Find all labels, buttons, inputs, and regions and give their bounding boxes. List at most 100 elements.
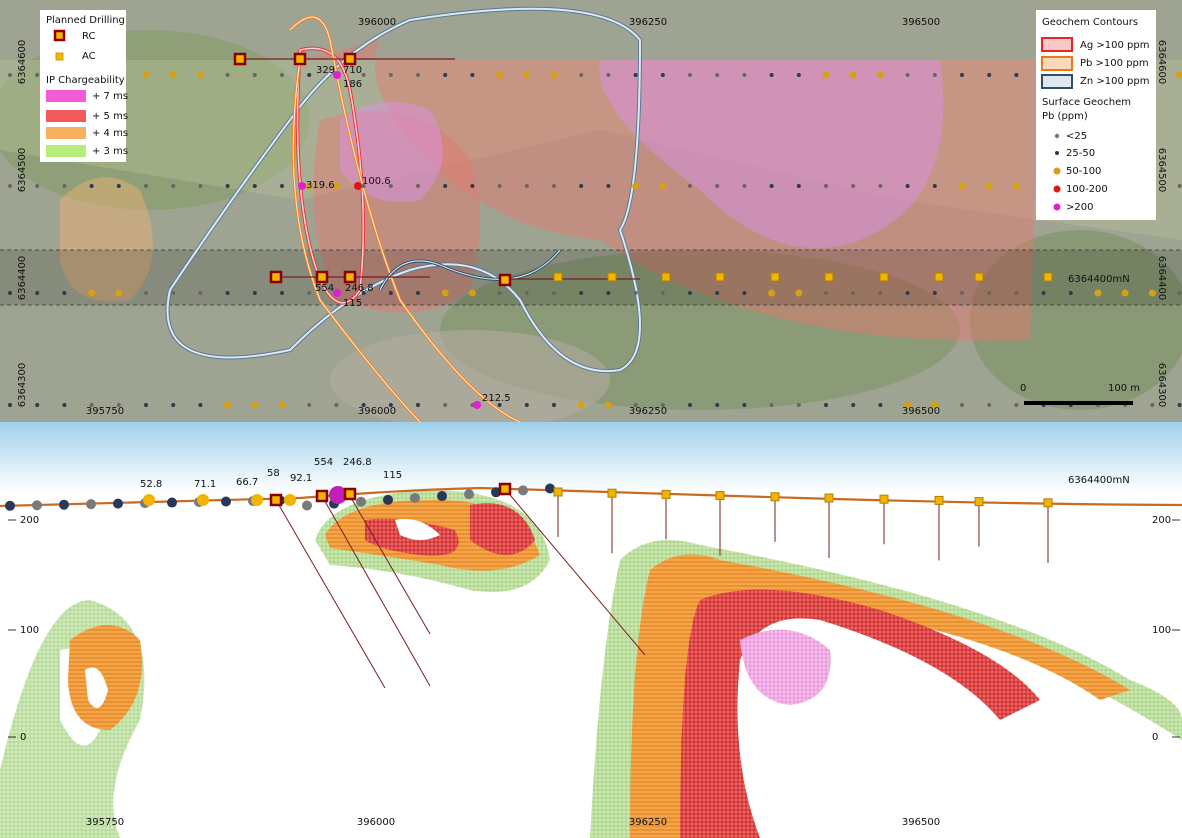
- rc-hole: [498, 273, 512, 287]
- sample-dot: [552, 403, 556, 407]
- northing-label: 6364500: [1156, 148, 1167, 193]
- sample-dot: [298, 182, 306, 190]
- sample-dot: [824, 403, 828, 407]
- sample-dot: [796, 184, 801, 188]
- sample-dot: [144, 291, 148, 295]
- easting-label: 395750: [86, 817, 124, 828]
- rc-hole: [498, 482, 512, 496]
- sample-dot: [388, 73, 393, 77]
- section-sample: [5, 500, 15, 511]
- sample-dot: [334, 403, 339, 407]
- sample-dot: [252, 73, 257, 77]
- sample-dot: [388, 291, 393, 295]
- sample-label: 66.7: [236, 477, 258, 488]
- sample-dot: [851, 403, 856, 407]
- ac-hole: [934, 272, 944, 282]
- ac-hole: [661, 489, 671, 499]
- sample-label: 115: [383, 470, 402, 481]
- sample-dot: [851, 291, 856, 295]
- sample-dot: [960, 73, 964, 77]
- sample-dot: [987, 291, 992, 295]
- ac-hole: [879, 272, 889, 282]
- legend-item: 100-200: [1066, 184, 1108, 195]
- sample-dot: [388, 403, 393, 407]
- sample-dot: [742, 184, 747, 188]
- ac-hole: [770, 272, 780, 282]
- planned-holes: [233, 52, 1053, 287]
- legend-item: Zn >100 ppm: [1080, 76, 1149, 87]
- sample-dot: [88, 289, 96, 297]
- sample-dot: [307, 73, 312, 77]
- sample-label: 246.8: [345, 283, 374, 294]
- legend-title: Surface Geochem: [1042, 97, 1131, 108]
- ac-hole: [553, 487, 563, 497]
- sample-dot: [878, 184, 883, 188]
- section-sample: [143, 494, 155, 506]
- sample-label: 92.1: [290, 473, 312, 484]
- section-sample: [356, 496, 366, 507]
- rc-hole: [315, 270, 329, 284]
- section-sample: [167, 497, 177, 508]
- sample-dot: [768, 289, 776, 297]
- ac-hole: [879, 494, 889, 504]
- sample-dot: [606, 184, 611, 188]
- sample-dot: [524, 291, 529, 295]
- rc-hole: [233, 52, 247, 66]
- sample-dot: [524, 184, 529, 188]
- sample-dot: [1150, 403, 1155, 407]
- sample-dot: [198, 291, 203, 295]
- sample-dot: [35, 291, 40, 295]
- section-sample: [410, 492, 420, 503]
- sample-dot: [660, 73, 665, 77]
- sample-dot: [659, 182, 667, 190]
- sample-dot: [497, 291, 502, 295]
- section-sample: [251, 494, 263, 506]
- easting-label: 396250: [629, 17, 667, 28]
- legend-left: [40, 10, 1156, 220]
- sample-label: 52.8: [140, 479, 162, 490]
- legend-item: RC: [82, 31, 95, 42]
- ac-hole: [715, 491, 725, 501]
- sample-dot: [632, 182, 640, 190]
- sample-dot: [35, 73, 40, 77]
- sample-dot: [443, 184, 448, 188]
- sample-label: 58: [267, 468, 280, 479]
- northing-label: 6364300: [1156, 363, 1167, 408]
- sample-dot: [361, 403, 366, 407]
- legend-item: + 7 ms: [92, 91, 128, 102]
- elevation-label: 200: [20, 515, 39, 526]
- sample-dot: [606, 291, 611, 295]
- section-label: 6364400mN: [1068, 274, 1130, 285]
- sample-dot: [116, 403, 121, 407]
- ac-hole: [1043, 498, 1053, 508]
- sample-dot: [361, 291, 366, 295]
- sample-dot: [960, 291, 964, 295]
- sample-dot: [523, 71, 531, 79]
- ac-hole: [974, 272, 984, 282]
- sample-dot: [715, 403, 720, 407]
- legend-item: >200: [1066, 202, 1093, 213]
- sample-dot: [905, 184, 910, 188]
- sample-dot: [1068, 291, 1073, 295]
- sample-label: 186: [343, 79, 362, 90]
- northing-label: 6364600: [1156, 40, 1167, 85]
- sample-dot: [8, 291, 12, 295]
- geochem-contours: [165, 6, 643, 424]
- elevation-label: 100: [20, 625, 39, 636]
- sample-dot: [473, 401, 481, 409]
- sample-dot: [305, 182, 313, 190]
- sample-dot: [822, 71, 830, 79]
- sample-dot: [361, 73, 366, 77]
- legend-item: + 5 ms: [92, 111, 128, 122]
- legend-item: + 4 ms: [92, 128, 128, 139]
- sample-dot: [905, 291, 910, 295]
- legend-item: Ag >100 ppm: [1080, 40, 1149, 51]
- rc-hole: [343, 270, 357, 284]
- sample-dot: [198, 403, 203, 407]
- sample-dot: [660, 403, 665, 407]
- sample-dot: [116, 184, 121, 188]
- sample-dot: [987, 403, 992, 407]
- sample-dot: [715, 184, 720, 188]
- section-sample: [518, 485, 528, 496]
